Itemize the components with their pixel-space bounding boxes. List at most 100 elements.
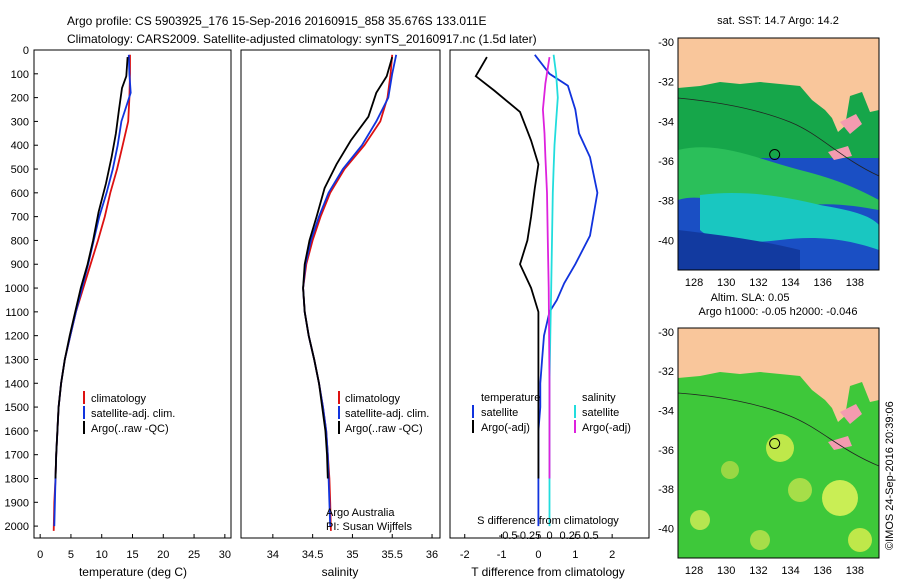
x-tick-label: 0 — [37, 549, 43, 561]
salinity-xlabel: salinity — [322, 565, 359, 579]
map-x-tick-label: 138 — [846, 565, 864, 577]
series-line-satellite-adj-clim- — [53, 54, 132, 527]
depth-tick-label: 2000 — [5, 521, 29, 533]
legend-label-satellite: satellite-adj. clim. — [345, 408, 429, 420]
legend-label-climatology: climatology — [345, 393, 401, 405]
map-x-tick-label: 136 — [814, 565, 832, 577]
depth-tick-label: 1300 — [5, 354, 29, 366]
x-tick-label: 36 — [426, 549, 438, 561]
x-tick-label: 0 — [535, 549, 541, 561]
x-tick-label-secondary: 0.5 — [583, 530, 598, 542]
map-x-tick-label: 128 — [685, 565, 703, 577]
salinity-annotation-line1: Argo Australia — [326, 507, 395, 519]
depth-tick-label: 200 — [11, 93, 29, 105]
series-line-argo-raw-qc- — [302, 56, 394, 479]
difference-series — [474, 54, 599, 527]
x-tick-label: 34.5 — [302, 549, 323, 561]
series-line-climatology — [302, 54, 394, 531]
depth-tick-label: 100 — [11, 69, 29, 81]
x-tick-label-secondary: -0.25 — [516, 530, 541, 542]
map-y-tick-label: -32 — [658, 77, 674, 89]
map-y-tick-label: -38 — [658, 196, 674, 208]
sla-map — [678, 328, 879, 558]
map-y-tick-label: -36 — [658, 156, 674, 168]
legend-label-t-argo: Argo(-adj) — [481, 422, 530, 434]
salinity-legend: climatology satellite-adj. clim. Argo(..… — [338, 391, 429, 435]
legend-label-argo: Argo(..raw -QC) — [91, 423, 169, 435]
map-y-tick-label: -40 — [658, 235, 674, 247]
difference-xlabel-top: S difference from climatology — [477, 515, 619, 527]
legend-label-argo: Argo(..raw -QC) — [345, 423, 423, 435]
map-x-tick-label: 136 — [814, 277, 832, 289]
sla-island — [840, 404, 862, 424]
sla-land — [678, 328, 879, 422]
sla-kangaroo-island — [828, 436, 852, 450]
sla-map-frame — [677, 327, 880, 559]
map-x-tick-label: 132 — [749, 277, 767, 289]
sst-argo-position-marker — [769, 149, 781, 161]
x-tick-label-secondary: 0.25 — [560, 530, 581, 542]
x-tick-label: 35 — [346, 549, 358, 561]
difference-xlabel: T difference from climatology — [471, 565, 625, 579]
series-line-salinity-satellite — [548, 54, 559, 527]
x-tick-label-secondary: 0 — [546, 530, 552, 542]
x-tick-label: 34 — [267, 549, 279, 561]
legend-group-temperature: temperature — [481, 392, 540, 404]
depth-tick-label: 500 — [11, 164, 29, 176]
figure-title-line1: Argo profile: CS 5903925_176 15-Sep-2016… — [67, 14, 486, 28]
x-tick-label-secondary: -0.5 — [499, 530, 518, 542]
sla-eddy — [788, 478, 812, 502]
map-x-tick-label: 130 — [717, 277, 735, 289]
depth-tick-label: 800 — [11, 235, 29, 247]
sla-bathymetry-contour — [678, 392, 879, 467]
figure-title-line2: Climatology: CARS2009. Satellite-adjuste… — [67, 32, 537, 46]
map-x-tick-label: 130 — [717, 565, 735, 577]
depth-tick-label: 1900 — [5, 497, 29, 509]
sst-map-title: sat. SST: 14.7 Argo: 14.2 — [717, 15, 839, 27]
sla-eddy — [848, 528, 872, 552]
sla-eddy — [750, 530, 770, 550]
legend-label-t-satellite: satellite — [481, 407, 518, 419]
depth-tick-label: 1800 — [5, 473, 29, 485]
map-x-tick-label: 128 — [685, 277, 703, 289]
sst-bathymetry-contour — [678, 97, 879, 177]
sst-map-frame — [677, 37, 880, 271]
sla-eddy — [822, 480, 858, 516]
x-tick-label: 1 — [572, 549, 578, 561]
credit-timestamp: ©IMOS 24-Sep-2016 20:39:06 — [884, 401, 896, 550]
depth-tick-label: 1700 — [5, 450, 29, 462]
sst-island — [840, 114, 862, 134]
map-y-tick-label: -34 — [658, 406, 674, 418]
depth-tick-label: 700 — [11, 212, 29, 224]
sla-eddy — [721, 461, 739, 479]
difference-legend: temperature satellite Argo(-adj) salinit… — [472, 392, 631, 434]
sla-map-title-line2: Argo h1000: -0.05 h2000: -0.046 — [698, 306, 857, 318]
sla-argo-position-marker — [769, 438, 781, 450]
depth-tick-label: 1100 — [5, 307, 29, 319]
x-tick-label: -2 — [460, 549, 470, 561]
difference-axes — [449, 49, 650, 539]
map-x-tick-label: 138 — [846, 277, 864, 289]
series-line-climatology — [52, 54, 131, 531]
map-x-tick-label: 134 — [781, 565, 799, 577]
sst-cyan-band — [700, 193, 879, 250]
x-tick-label: 20 — [157, 549, 169, 561]
salinity-annotation-line2: PI: Susan Wijffels — [326, 521, 412, 533]
map-x-tick-label: 134 — [781, 277, 799, 289]
x-tick-label: 2 — [609, 549, 615, 561]
legend-label-s-argo: Argo(-adj) — [582, 422, 631, 434]
depth-tick-label: 1000 — [5, 283, 29, 295]
series-line-argo-raw-qc- — [54, 57, 129, 479]
temperature-xlabel: temperature (deg C) — [79, 565, 187, 579]
temperature-axes — [33, 49, 232, 539]
x-tick-label: 30 — [219, 549, 231, 561]
map-x-tick-label: 132 — [749, 565, 767, 577]
salinity-series — [302, 54, 398, 531]
temperature-legend: climatology satellite-adj. clim. Argo(..… — [83, 391, 175, 435]
sla-eddy — [766, 434, 794, 462]
series-line-satellite-adj-clim- — [302, 54, 398, 527]
map-y-tick-label: -30 — [658, 37, 674, 49]
x-tick-label: 15 — [126, 549, 138, 561]
depth-tick-label: 600 — [11, 188, 29, 200]
